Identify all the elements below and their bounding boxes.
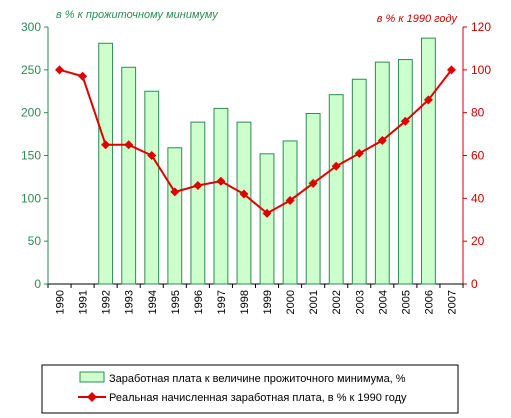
line-marker — [147, 151, 157, 160]
right-axis-tick-label: 80 — [471, 106, 485, 120]
bar — [328, 94, 344, 285]
line-marker — [423, 95, 433, 105]
x-tick-label: 1991 — [78, 290, 90, 314]
bar — [351, 78, 367, 285]
left-axis-tick-label: 100 — [21, 191, 41, 205]
x-tick-label: 1997 — [216, 290, 228, 314]
line-marker — [170, 187, 180, 197]
x-tick-label: 1992 — [101, 290, 113, 314]
left-axis-tick-label: 150 — [21, 149, 41, 163]
right-axis-tick-label: 40 — [471, 191, 485, 205]
left-axis-tick-label: 0 — [34, 277, 41, 291]
line-series — [59, 68, 453, 215]
legend-bar-swatch — [79, 371, 105, 383]
x-tick-label: 2005 — [400, 290, 412, 314]
bar — [259, 153, 275, 285]
legend-line-marker — [87, 392, 97, 402]
left-axis-tick-label: 200 — [21, 106, 41, 120]
bar — [167, 147, 183, 285]
right-axis-tick-label: 0 — [471, 277, 478, 291]
x-tick-label: 2001 — [308, 290, 320, 314]
x-tick-label: 2006 — [423, 290, 435, 314]
x-tick-label: 2002 — [331, 290, 343, 314]
bar — [190, 121, 206, 285]
plot-area: 0 50 100 150 200 250 300 0 20 40 60 80 100 120 1990 199… — [21, 20, 491, 314]
bar — [374, 61, 390, 285]
right-axis-tick-label: 60 — [471, 149, 485, 163]
x-tick-label: 2007 — [446, 290, 458, 314]
legend-bar-label: Заработная плата к величине прожиточного… — [109, 373, 406, 385]
x-tick-label: 1998 — [239, 290, 251, 314]
bar — [213, 107, 229, 285]
line-marker — [101, 140, 111, 150]
x-tick-label: 1999 — [262, 290, 274, 314]
right-axis-title: в % к 1990 году — [377, 13, 459, 25]
line-marker — [239, 189, 249, 199]
left-axis-tick-label: 50 — [28, 234, 42, 248]
line-marker — [331, 161, 341, 171]
line-marker — [193, 180, 203, 190]
bar — [305, 113, 321, 285]
line-marker — [124, 140, 134, 150]
x-tick-label: 1995 — [170, 290, 182, 314]
line-marker — [400, 116, 410, 126]
right-axis-tick-label: 20 — [471, 234, 485, 248]
x-tick-label: 2004 — [377, 290, 389, 314]
bar — [421, 37, 436, 285]
bar — [121, 66, 137, 285]
line-marker — [78, 71, 88, 81]
line-marker — [285, 195, 295, 205]
left-axis-tick-label: 250 — [21, 63, 41, 77]
line-marker — [377, 136, 387, 146]
x-tick-label: 1990 — [55, 290, 67, 314]
x-tick-label: 1996 — [193, 290, 205, 314]
x-tick-label: 2000 — [285, 290, 297, 314]
bar — [236, 121, 252, 285]
right-axis-tick-label: 120 — [471, 20, 491, 34]
line-marker — [446, 65, 456, 75]
line-marker — [262, 208, 272, 218]
left-axis-tick-label: 300 — [21, 20, 41, 34]
line-marker — [308, 178, 318, 188]
legend: Заработная плата к величине прожиточного… — [41, 364, 459, 414]
bar — [98, 42, 114, 285]
legend-frame — [41, 364, 459, 414]
x-tick-label: 1994 — [147, 290, 159, 314]
left-axis-title: в % к прожиточному минимуму — [56, 9, 219, 21]
bar — [144, 90, 160, 285]
bar — [282, 140, 298, 285]
legend-line-label: Реальная начисленная заработная плата, в… — [109, 392, 407, 404]
line-marker — [216, 176, 226, 186]
right-axis-tick-label: 100 — [471, 63, 491, 77]
line-marker — [354, 148, 364, 158]
x-tick-label: 1993 — [124, 290, 136, 314]
x-tick-label: 2003 — [354, 290, 366, 314]
line-marker — [55, 65, 65, 75]
bar — [397, 59, 413, 285]
